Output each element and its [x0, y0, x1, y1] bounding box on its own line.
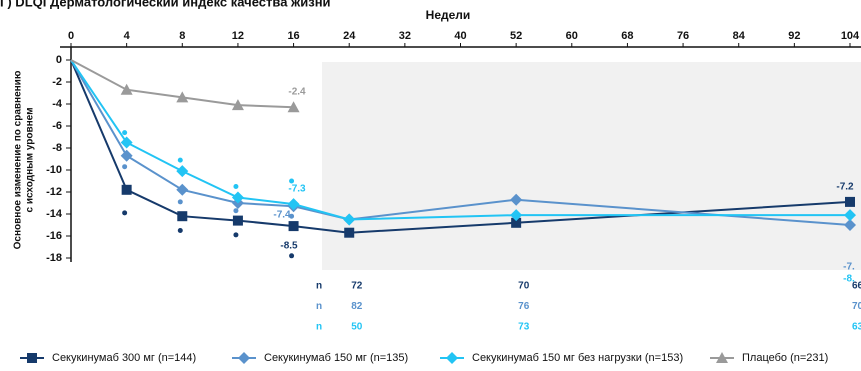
marker — [120, 83, 133, 95]
marker — [844, 209, 856, 222]
y-tick-label: -2 — [52, 76, 62, 88]
legend-label: Секукинумаб 150 мг без нагрузки (n=153) — [472, 352, 683, 364]
x-tick-label: 32 — [399, 30, 411, 42]
dot — [122, 130, 128, 136]
marker — [511, 217, 522, 228]
y-tick-label: -4 — [52, 98, 63, 110]
dot — [233, 208, 239, 214]
y-tick-label: 0 — [56, 54, 62, 66]
y-tick-label: -16 — [46, 230, 62, 242]
chart-title: Г) DLQI Дерматологический индекс качеств… — [0, 0, 331, 9]
marker — [120, 149, 133, 162]
marker — [446, 352, 458, 364]
x-tick-label: 4 — [124, 30, 131, 42]
dot — [177, 228, 183, 233]
dot — [233, 184, 239, 189]
dot — [233, 232, 239, 238]
marker — [238, 352, 250, 364]
legend-label: Плацебо (n=231) — [742, 352, 828, 364]
dot — [289, 253, 295, 259]
dot — [289, 178, 295, 184]
shaded-region — [322, 62, 861, 270]
n-value: 63 — [852, 322, 861, 333]
series-line — [70, 59, 851, 226]
marker — [288, 221, 299, 232]
legend-label: Секукинумаб 300 мг (n=144) — [52, 352, 196, 364]
x-tick-label: 68 — [621, 30, 633, 42]
y-tick-label: -6 — [52, 120, 62, 132]
x-tick-label: 84 — [733, 30, 746, 42]
n-value: 70 — [518, 281, 530, 292]
x-tick-label: 8 — [179, 30, 185, 42]
annotation: -7.3 — [288, 184, 306, 195]
x-tick-label: 52 — [510, 30, 522, 42]
marker — [510, 209, 523, 222]
marker — [176, 165, 189, 178]
dot — [122, 210, 128, 216]
x-tick-label: 40 — [454, 30, 466, 42]
dot — [289, 213, 295, 219]
x-tick-label: 60 — [566, 30, 578, 42]
x-tick-label: 92 — [788, 30, 800, 42]
marker — [844, 219, 856, 231]
legend-label: Секукинумаб 150 мг (n=135) — [264, 352, 408, 364]
annotation: -8. — [843, 274, 855, 285]
marker — [343, 213, 356, 226]
y-tick-label: -14 — [46, 208, 63, 220]
n-value: 72 — [351, 281, 363, 292]
marker — [121, 184, 132, 195]
n-value: 66 — [852, 281, 861, 292]
y-axis-label: с исходным уровнем — [25, 108, 36, 213]
x-axis-label: Недели — [426, 8, 471, 22]
marker — [231, 99, 244, 111]
n-label: n — [316, 301, 322, 312]
marker — [344, 227, 355, 238]
n-value: 73 — [518, 322, 530, 333]
marker — [510, 193, 523, 206]
marker — [27, 353, 37, 363]
marker — [176, 183, 189, 196]
marker — [287, 198, 300, 211]
annotation: -7.4 — [273, 210, 291, 221]
series-line — [70, 59, 850, 221]
marker — [231, 191, 244, 204]
n-value: 50 — [351, 322, 363, 333]
marker — [120, 136, 133, 149]
n-value: 82 — [351, 301, 363, 312]
x-tick-label: 104 — [841, 30, 860, 42]
x-tick-label: 76 — [677, 30, 689, 42]
n-value: 70 — [852, 301, 861, 312]
n-value: 76 — [518, 301, 530, 312]
marker — [177, 211, 188, 222]
series-line — [70, 59, 851, 234]
x-tick-label: 12 — [232, 30, 244, 42]
y-axis-label: Основное изменение по сравнению — [13, 70, 24, 249]
n-label: n — [316, 322, 322, 333]
marker — [845, 196, 855, 207]
n-label: n — [316, 281, 322, 292]
dot — [122, 164, 128, 170]
annotation: -8.5 — [280, 241, 298, 252]
dot — [177, 199, 183, 205]
x-tick-label: 0 — [68, 30, 74, 42]
annotation: -7. — [843, 262, 855, 273]
marker — [716, 352, 728, 363]
y-tick-label: -18 — [46, 252, 62, 264]
dot — [177, 157, 183, 163]
marker — [287, 101, 300, 113]
marker — [176, 91, 189, 103]
y-tick-label: -10 — [46, 164, 62, 176]
y-tick-label: -8 — [52, 142, 62, 154]
x-tick-label: 16 — [287, 30, 299, 42]
annotation: -2.4 — [288, 87, 306, 98]
y-tick-label: -12 — [46, 186, 62, 198]
marker — [232, 215, 243, 226]
annotation: -7.2 — [836, 182, 854, 193]
x-tick-label: 24 — [343, 30, 356, 42]
